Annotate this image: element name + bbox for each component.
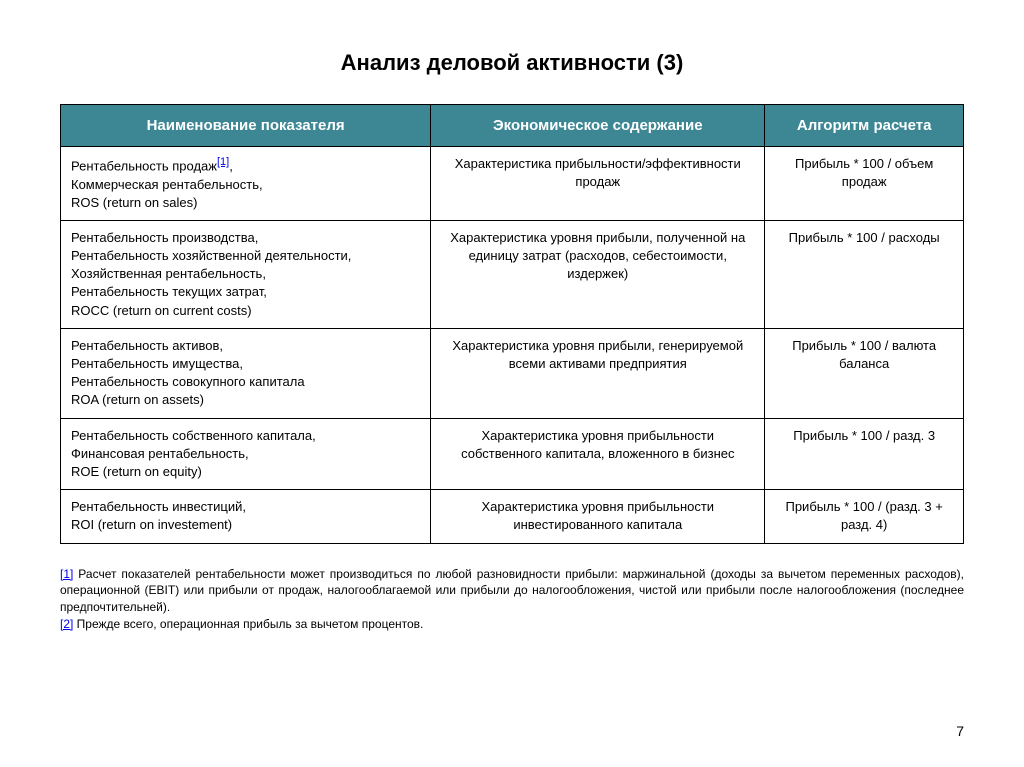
page-number: 7 — [956, 723, 964, 739]
table-row: Рентабельность инвестиций, ROI (return o… — [61, 490, 964, 543]
table-row: Рентабельность собственного капитала,Фин… — [61, 418, 964, 490]
col-header-algo: Алгоритм расчета — [765, 105, 964, 147]
footnote-anchor[interactable]: [2] — [60, 617, 73, 631]
algorithm-cell: Прибыль * 100 / валюта баланса — [765, 328, 964, 418]
page-title: Анализ деловой активности (3) — [60, 50, 964, 76]
algorithm-cell: Прибыль * 100 / объем продаж — [765, 147, 964, 221]
economic-content-cell: Характеристика уровня прибыльности инвес… — [431, 490, 765, 543]
algorithm-cell: Прибыль * 100 / расходы — [765, 220, 964, 328]
indicator-name-cell: Рентабельность продаж[1],Коммерческая ре… — [61, 147, 431, 221]
economic-content-cell: Характеристика уровня прибыльности собст… — [431, 418, 765, 490]
footnote-ref-link[interactable]: [1] — [217, 156, 229, 168]
algorithm-cell: Прибыль * 100 / (разд. 3 + разд. 4) — [765, 490, 964, 543]
col-header-content: Экономическое содержание — [431, 105, 765, 147]
table-row: Рентабельность активов,Рентабельность им… — [61, 328, 964, 418]
table-row: Рентабельность продаж[1],Коммерческая ре… — [61, 147, 964, 221]
economic-content-cell: Характеристика уровня прибыли, генерируе… — [431, 328, 765, 418]
footnote-line: [2] Прежде всего, операционная прибыль з… — [60, 616, 964, 633]
economic-content-cell: Характеристика уровня прибыли, полученно… — [431, 220, 765, 328]
indicator-name-cell: Рентабельность активов,Рентабельность им… — [61, 328, 431, 418]
indicator-name-cell: Рентабельность собственного капитала,Фин… — [61, 418, 431, 490]
profitability-table: Наименование показателя Экономическое со… — [60, 104, 964, 544]
indicator-name-cell: Рентабельность инвестиций, ROI (return o… — [61, 490, 431, 543]
table-header-row: Наименование показателя Экономическое со… — [61, 105, 964, 147]
footnotes: [1] Расчет показателей рентабельности мо… — [60, 566, 964, 633]
table-row: Рентабельность производства,Рентабельнос… — [61, 220, 964, 328]
indicator-name-cell: Рентабельность производства,Рентабельнос… — [61, 220, 431, 328]
col-header-name: Наименование показателя — [61, 105, 431, 147]
algorithm-cell: Прибыль * 100 / разд. 3 — [765, 418, 964, 490]
footnote-line: [1] Расчет показателей рентабельности мо… — [60, 566, 964, 616]
footnote-anchor[interactable]: [1] — [60, 567, 73, 581]
economic-content-cell: Характеристика прибыльности/эффективност… — [431, 147, 765, 221]
